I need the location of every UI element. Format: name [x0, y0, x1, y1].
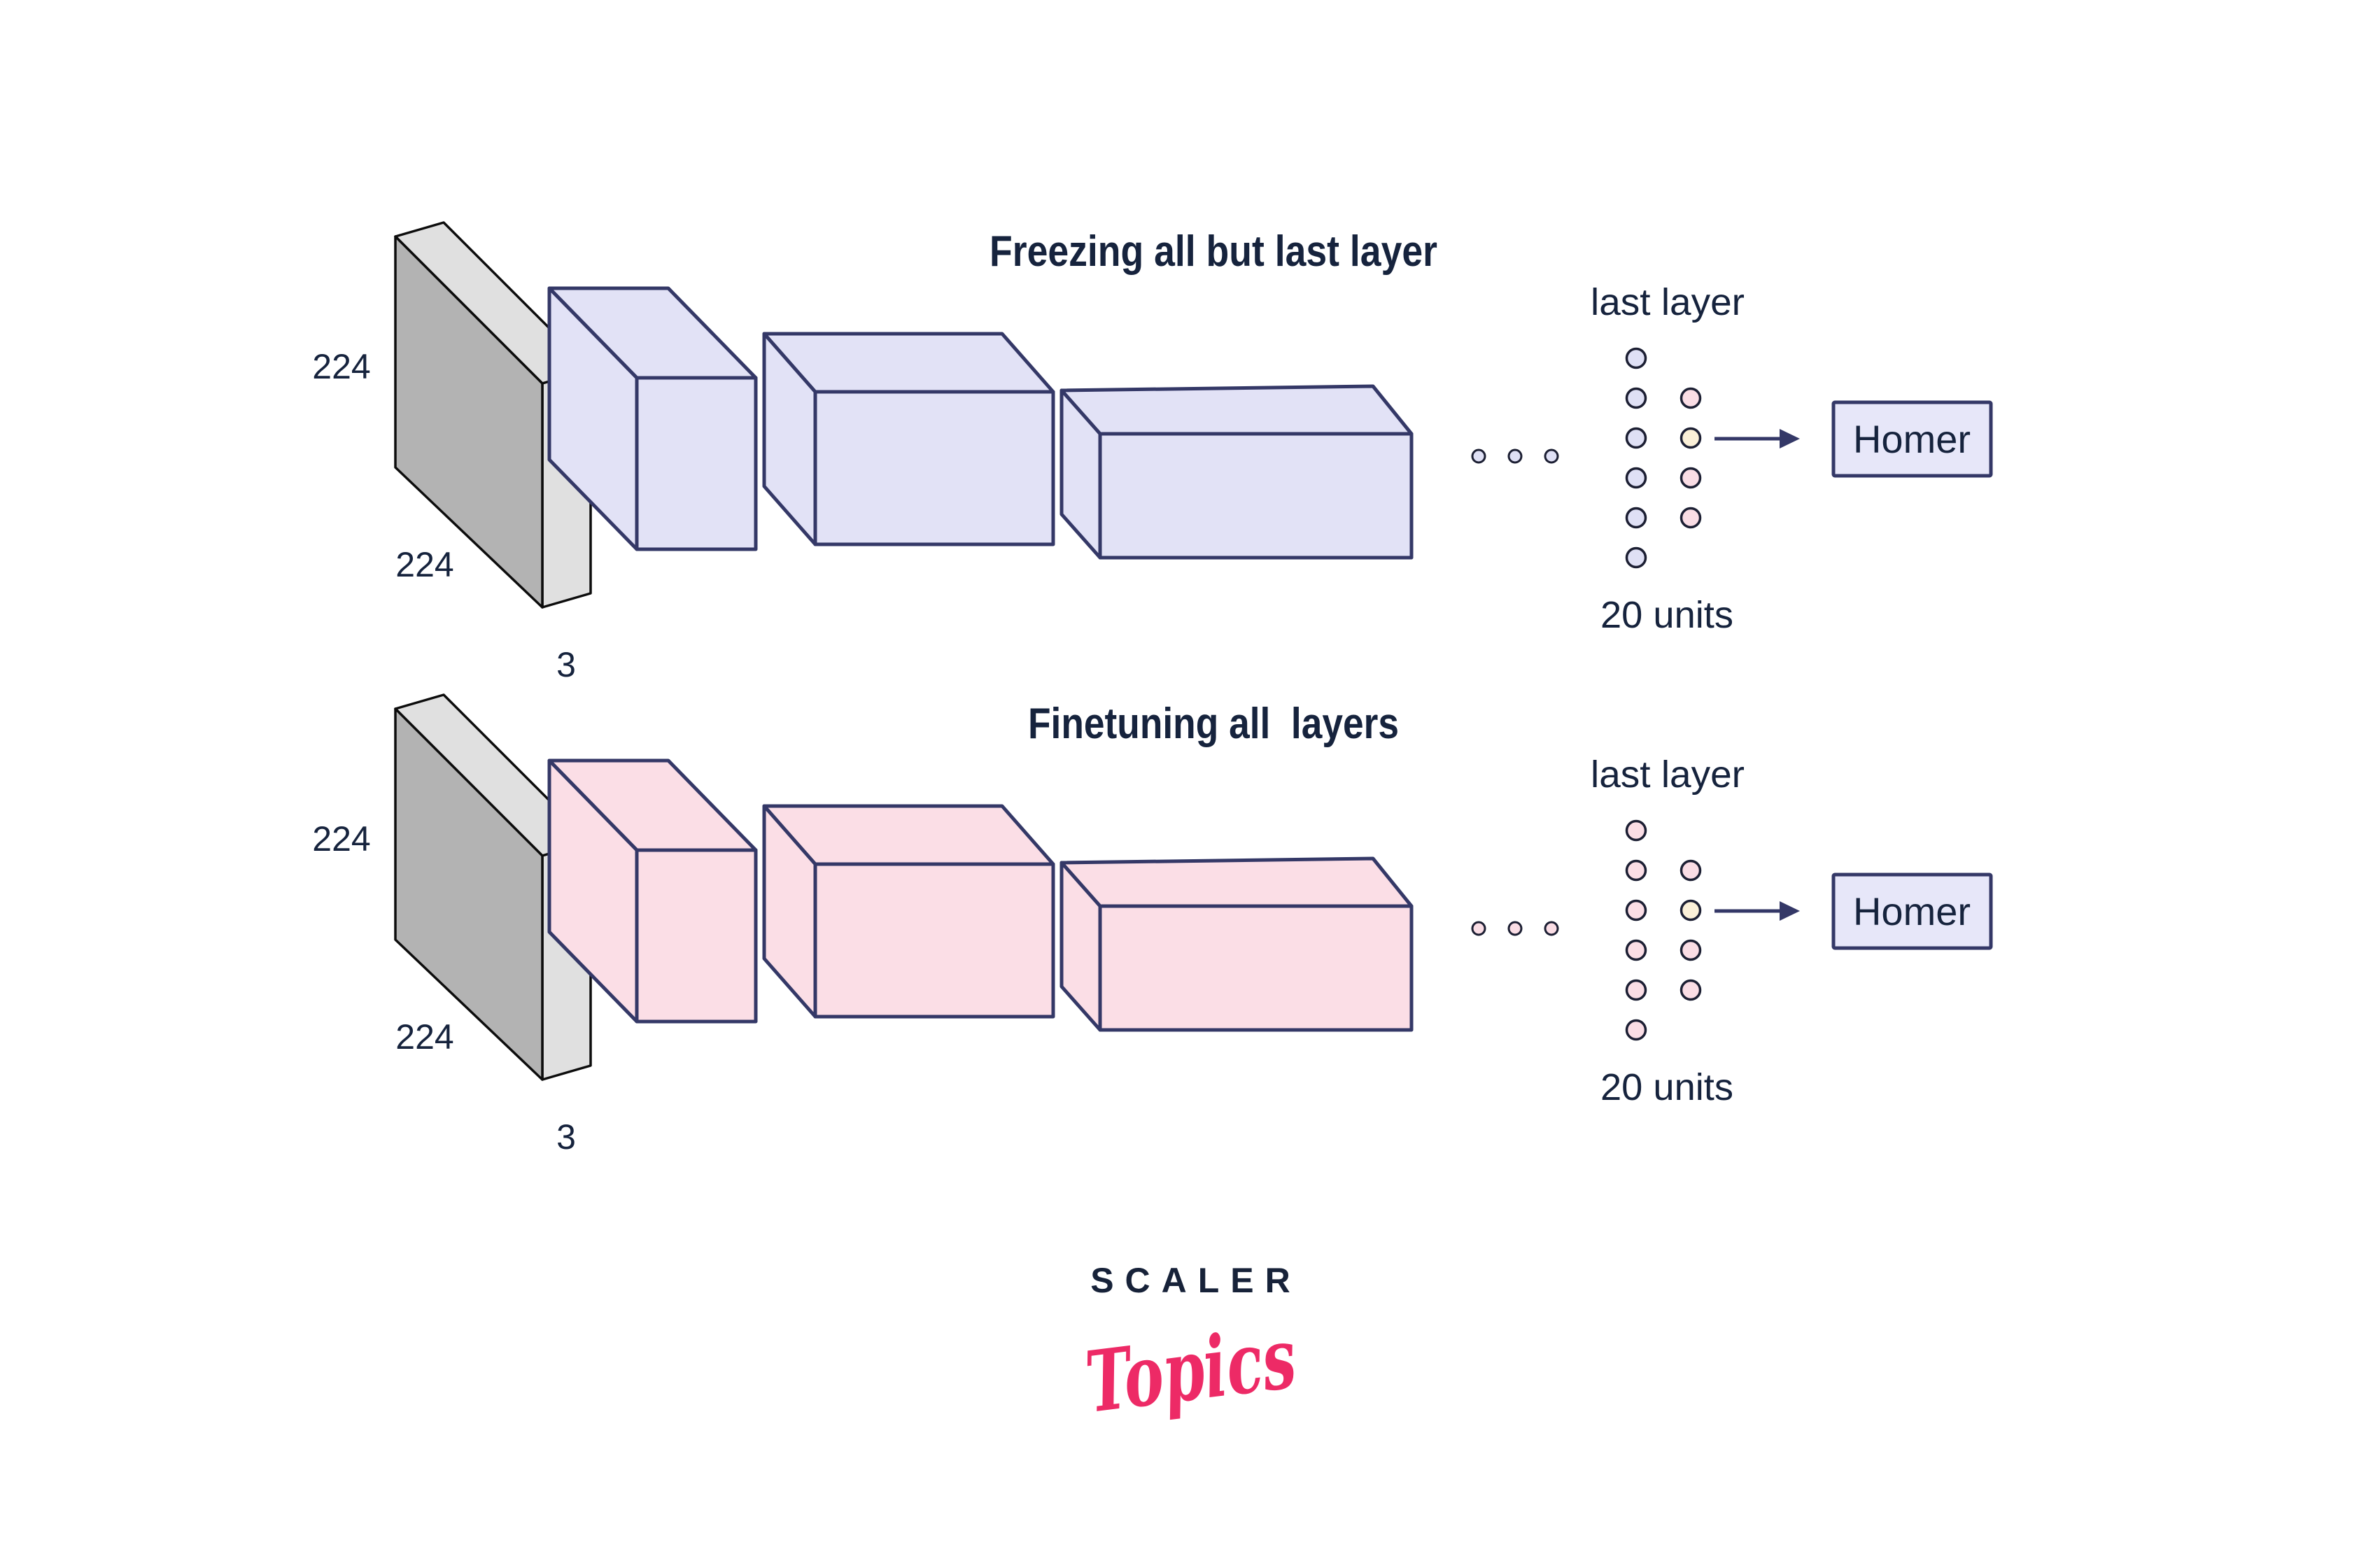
- ellipsis-dot: [1507, 921, 1523, 936]
- unit-circle: [1680, 979, 1702, 1001]
- unit-circle: [1625, 939, 1647, 961]
- unit-circle: [1625, 546, 1647, 569]
- input-width-label: 224: [395, 545, 453, 584]
- output-label: Homer: [1853, 889, 1971, 933]
- conv-front-face: [1098, 432, 1414, 560]
- unit-circle-highlight: [1680, 427, 1702, 449]
- ellipsis-dot: [1544, 448, 1559, 464]
- unit-circle-highlight: [1680, 899, 1702, 921]
- conv-top-face: [1059, 856, 1414, 908]
- unit-circle: [1680, 939, 1702, 961]
- homer-output-box: Homer: [1831, 400, 1993, 478]
- unit-circle: [1625, 979, 1647, 1001]
- diagram-title: Freezing all but last layer: [990, 227, 1437, 276]
- unit-circle: [1625, 387, 1647, 409]
- diagram-finetuning: Finetuning all layers 224 224 3: [312, 693, 1993, 1157]
- arrow-head: [1780, 429, 1800, 448]
- unit-circle: [1625, 859, 1647, 882]
- logo-sub-text: Topics: [1080, 1308, 1301, 1432]
- unit-circle: [1625, 507, 1647, 529]
- last-layer-units: [1625, 819, 1647, 1041]
- units-count-label: 20 units: [1600, 1066, 1733, 1108]
- diagram-freezing: Freezing all but last layer 224 224 3: [312, 221, 1993, 684]
- unit-circle: [1625, 1019, 1647, 1041]
- ellipsis-dot: [1471, 921, 1486, 936]
- last-layer-label: last layer: [1591, 281, 1745, 323]
- output-box: [1831, 873, 1993, 950]
- conv-block-1: [547, 758, 758, 1024]
- slab-front-face: [394, 235, 544, 609]
- unit-circle: [1680, 467, 1702, 489]
- conv-top-face: [1059, 384, 1414, 436]
- conv-front-face: [813, 390, 1055, 546]
- ellipsis-dot: [1471, 448, 1486, 464]
- conv-block-3: [1059, 856, 1414, 1032]
- output-arrow: [1714, 901, 1800, 921]
- input-width-label: 224: [395, 1017, 453, 1057]
- slab-front-face: [394, 707, 544, 1081]
- arrow-head: [1780, 901, 1800, 921]
- unit-circle: [1625, 427, 1647, 449]
- output-units: [1680, 387, 1702, 529]
- scaler-topics-logo: SCALER Topics: [1080, 1261, 1301, 1432]
- unit-circle: [1625, 899, 1647, 921]
- output-label: Homer: [1853, 417, 1971, 461]
- output-units: [1680, 859, 1702, 1001]
- diagram-title: Finetuning all layers: [1028, 700, 1399, 748]
- conv-block-3: [1059, 384, 1414, 560]
- conv-block-2: [762, 804, 1055, 1019]
- unit-circle: [1625, 819, 1647, 842]
- input-depth-label: 3: [556, 645, 576, 684]
- unit-circle: [1680, 387, 1702, 409]
- ellipsis-dots: [1471, 448, 1559, 464]
- conv-front-face: [1098, 904, 1414, 1032]
- unit-circle: [1625, 467, 1647, 489]
- ellipsis-dot: [1544, 921, 1559, 936]
- unit-circle: [1680, 859, 1702, 882]
- last-layer-label: last layer: [1591, 754, 1745, 796]
- input-image-slab: [394, 693, 592, 1081]
- conv-front-face: [813, 862, 1055, 1019]
- input-height-label: 224: [312, 347, 370, 386]
- ellipsis-dots: [1471, 921, 1559, 936]
- output-box: [1831, 400, 1993, 478]
- unit-circle: [1680, 507, 1702, 529]
- conv-block-2: [762, 332, 1055, 546]
- input-height-label: 224: [312, 819, 370, 859]
- homer-output-box: Homer: [1831, 873, 1993, 950]
- input-depth-label: 3: [556, 1117, 576, 1157]
- ellipsis-dot: [1507, 448, 1523, 464]
- unit-circle: [1625, 347, 1647, 369]
- output-arrow: [1714, 429, 1800, 448]
- conv-front-face: [635, 848, 758, 1024]
- conv-block-1: [547, 286, 758, 551]
- conv-front-face: [635, 376, 758, 551]
- logo-brand-text: SCALER: [1090, 1261, 1302, 1300]
- last-layer-units: [1625, 347, 1647, 569]
- units-count-label: 20 units: [1600, 594, 1733, 636]
